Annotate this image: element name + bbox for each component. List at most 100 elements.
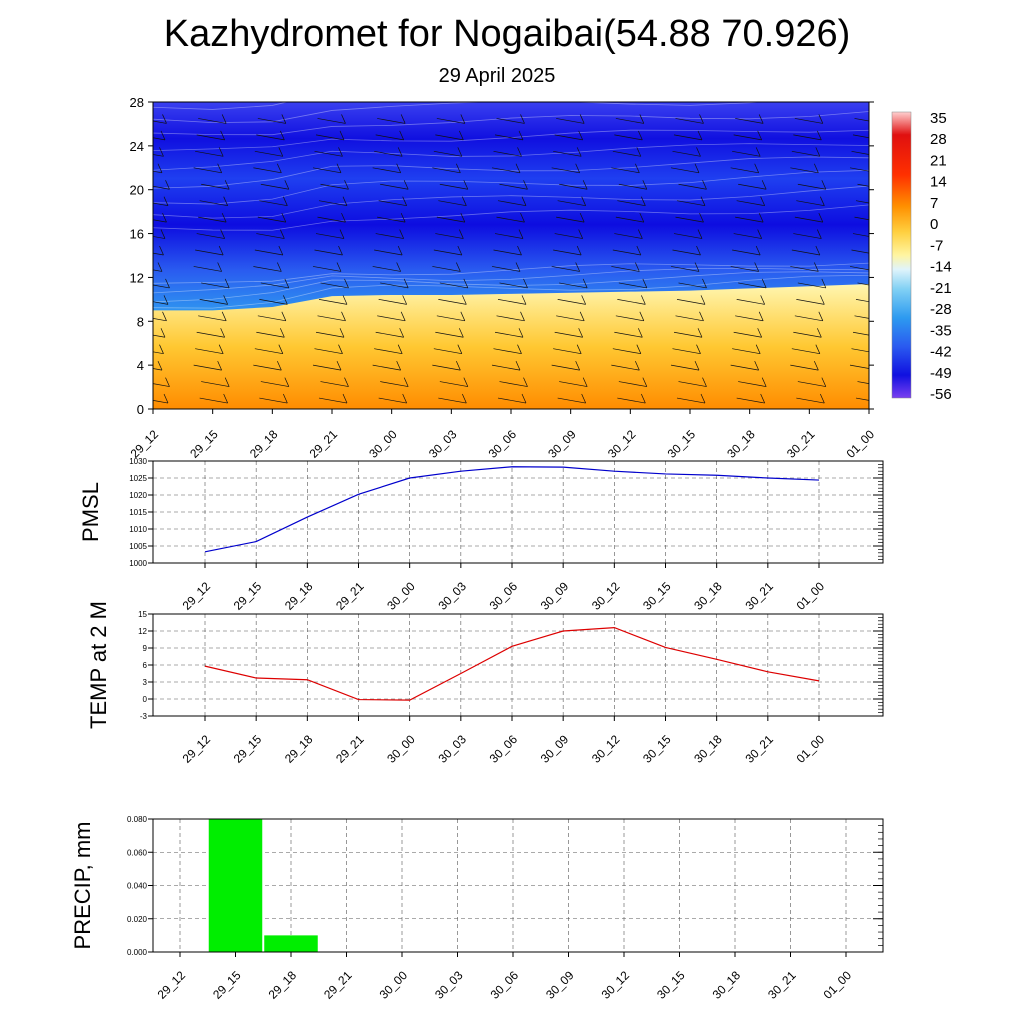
wind-barb <box>673 233 703 239</box>
wind-barb-flag <box>341 311 346 321</box>
wind-barb-flag <box>581 295 586 305</box>
wind-barb-flag <box>696 344 701 354</box>
wind-barb-flag <box>521 393 527 404</box>
wind-barb <box>618 282 647 289</box>
wind-barb-flag <box>815 344 821 354</box>
wind-barb-flag <box>336 163 342 173</box>
wind-barb <box>617 397 646 404</box>
wind-barb <box>551 266 580 272</box>
x-tick-label: 30_03 <box>426 427 460 461</box>
wind-barb <box>855 397 869 401</box>
wind-barb <box>733 331 762 338</box>
wind-barb-flag <box>877 328 881 337</box>
wind-barb-flag <box>636 245 642 256</box>
y-tick-label: 0 <box>137 402 144 417</box>
wind-barb <box>857 282 869 286</box>
wind-barb-flag <box>757 229 762 239</box>
wind-barb <box>796 200 825 207</box>
wind-barb <box>735 216 764 223</box>
colorbar-label: -35 <box>930 322 952 339</box>
wind-barb-flag <box>157 262 163 272</box>
wind-barb-flag <box>882 279 886 288</box>
wind-barb <box>553 150 582 157</box>
x-tick-label: 29_15 <box>210 968 244 1002</box>
wind-barb-flag <box>702 180 707 190</box>
wind-barb <box>201 183 230 190</box>
wind-barb-flag <box>697 328 703 338</box>
wind-barb-flag <box>456 262 461 272</box>
wind-barb <box>317 216 346 223</box>
wind-barb-flag <box>523 180 528 190</box>
wind-barb-flag <box>758 114 764 124</box>
wind-barb <box>432 167 461 174</box>
x-tick-label: 30_12 <box>589 579 623 613</box>
colorbar-label: -42 <box>930 344 952 361</box>
y-tick-label: 15 <box>138 610 147 619</box>
wind-barb <box>372 266 401 272</box>
wind-barb <box>195 150 224 157</box>
wind-barb-flag <box>460 212 466 223</box>
wind-barb <box>491 266 521 272</box>
x-tick-label: 29_18 <box>282 579 316 613</box>
y-axis-label: PMSL <box>78 482 103 542</box>
wind-barb-flag <box>462 196 467 206</box>
wind-barb-flag <box>697 229 703 239</box>
wind-barb-flag <box>694 361 700 371</box>
x-tick-label: 30_21 <box>742 579 776 613</box>
wind-barb <box>675 118 704 124</box>
wind-barb <box>732 348 761 355</box>
wind-barb <box>439 183 468 190</box>
wind-barb <box>494 233 524 239</box>
wind-barb <box>380 282 409 289</box>
wind-barb <box>320 381 349 387</box>
precip-bar <box>264 935 318 952</box>
wind-barb-flag <box>223 393 228 404</box>
wind-barb <box>318 299 348 305</box>
wind-barb <box>254 249 283 256</box>
wind-barb <box>377 216 406 223</box>
wind-barb-flag <box>575 262 580 272</box>
wind-barb <box>611 364 640 371</box>
wind-barb-flag <box>457 344 463 354</box>
wind-barb-flag <box>880 394 884 403</box>
wind-barb <box>732 150 761 157</box>
wind-barb-flag <box>696 147 701 157</box>
wind-barb-flag <box>754 361 759 371</box>
wind-barb <box>611 167 640 174</box>
wind-barb-flag <box>456 163 461 173</box>
x-tick-label: 30_15 <box>665 427 699 461</box>
wind-barb-flag <box>397 344 403 354</box>
wind-barb-flag <box>221 212 227 223</box>
wind-barb <box>557 397 586 404</box>
wind-barb-flag <box>642 180 648 190</box>
x-tick-label: 30_00 <box>366 427 400 461</box>
wind-barb-flag <box>821 278 827 289</box>
wind-barb-flag <box>459 130 464 141</box>
x-tick-label: 30_18 <box>691 732 725 766</box>
wind-barb <box>791 249 820 256</box>
wind-barb-flag <box>399 229 404 239</box>
wind-barb <box>436 315 465 322</box>
wind-barb-flag <box>699 212 704 223</box>
wind-barb <box>497 397 527 404</box>
wind-barb-flag <box>576 147 582 157</box>
y-tick-label: 6 <box>143 661 148 670</box>
colorbar-label: -14 <box>930 259 952 276</box>
wind-barb <box>153 269 163 272</box>
y-tick-label: 0.020 <box>127 915 148 924</box>
x-tick-label: 30_21 <box>784 427 818 461</box>
wind-barb <box>794 118 823 124</box>
wind-barb <box>375 134 404 141</box>
wind-barb <box>615 315 644 322</box>
wind-barb-flag <box>876 246 880 255</box>
wind-barb-flag <box>636 344 642 354</box>
wind-barb <box>794 315 823 322</box>
x-tick-label: 29_21 <box>333 732 367 766</box>
wind-barb-flag <box>165 377 170 387</box>
colorbar-label: -49 <box>930 365 952 382</box>
wind-barb-flag <box>399 130 404 141</box>
wind-barb-flag <box>761 377 767 387</box>
wind-barb <box>314 150 343 157</box>
wind-barb <box>670 266 700 272</box>
wind-barb <box>736 397 765 404</box>
